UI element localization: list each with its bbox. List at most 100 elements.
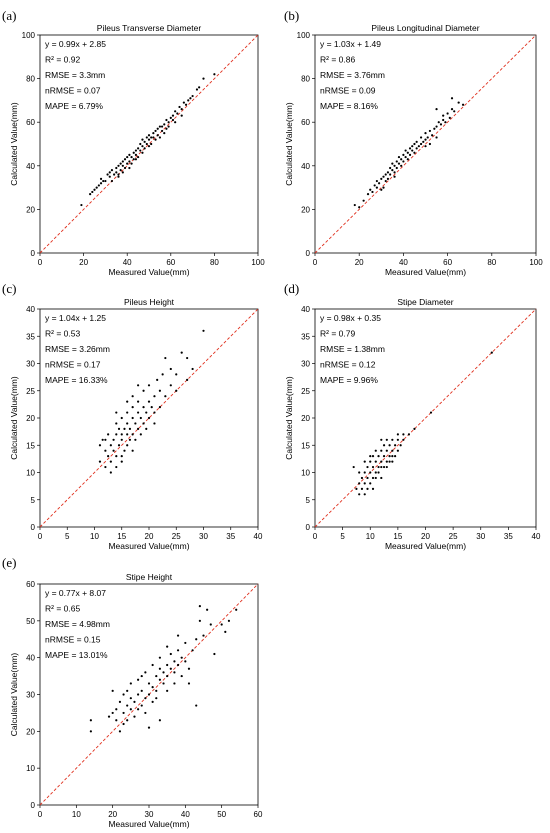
data-point xyxy=(393,164,396,167)
data-point xyxy=(137,693,140,696)
data-point xyxy=(382,455,386,458)
data-point xyxy=(360,487,364,490)
data-point xyxy=(147,726,151,729)
x-axis-label: Measured Value(mm) xyxy=(385,541,466,551)
data-point xyxy=(131,433,134,436)
y-tick-label: 30 xyxy=(26,360,35,369)
data-point xyxy=(129,682,132,685)
data-point xyxy=(397,155,401,159)
x-tick-label: 0 xyxy=(313,532,318,541)
data-point xyxy=(198,619,201,622)
x-tick-label: 30 xyxy=(476,532,485,541)
data-point xyxy=(375,186,378,189)
data-point xyxy=(220,623,223,626)
data-point xyxy=(435,125,438,128)
x-tick-label: 80 xyxy=(210,258,219,267)
data-point xyxy=(358,482,361,485)
data-point xyxy=(358,493,361,496)
data-point xyxy=(369,188,372,191)
x-tick-label: 0 xyxy=(313,258,318,267)
data-point xyxy=(187,667,191,670)
data-point xyxy=(122,722,125,726)
data-point xyxy=(163,123,166,126)
data-point xyxy=(396,438,399,441)
data-point xyxy=(377,471,380,474)
regression-stat: y = 1.04x + 1.25 xyxy=(45,313,106,323)
data-point xyxy=(428,142,432,146)
data-point xyxy=(126,162,129,165)
regression-stat: nRMSE = 0.09 xyxy=(320,86,376,96)
data-point xyxy=(119,162,122,165)
x-tick-label: 80 xyxy=(487,258,496,267)
y-tick-label: 20 xyxy=(26,727,35,736)
data-point xyxy=(137,411,140,414)
data-point xyxy=(109,444,112,447)
regression-stat: y = 0.98x + 0.35 xyxy=(320,313,381,323)
data-point xyxy=(388,455,391,458)
data-point xyxy=(424,138,427,141)
data-point xyxy=(108,171,111,174)
data-point xyxy=(419,136,423,139)
data-point xyxy=(98,444,102,447)
data-point xyxy=(400,164,403,167)
data-point xyxy=(176,663,180,667)
data-point xyxy=(413,427,416,430)
data-point xyxy=(371,476,375,480)
data-point xyxy=(126,433,129,436)
data-point xyxy=(137,708,140,711)
data-point xyxy=(380,476,383,480)
data-point xyxy=(180,114,183,117)
data-point xyxy=(173,660,176,663)
data-point xyxy=(134,149,138,152)
data-point xyxy=(117,175,120,178)
scatter-plot-panel: (a) Pileus Transverse Diameter 0 20 40 60 80 10… xyxy=(2,8,265,277)
data-point xyxy=(123,166,127,170)
y-tick-label: 0 xyxy=(306,249,311,258)
y-tick-label: 40 xyxy=(26,162,35,171)
y-tick-label: 0 xyxy=(31,249,36,258)
data-point xyxy=(128,166,131,170)
data-point xyxy=(202,77,205,80)
data-point xyxy=(147,400,151,403)
data-point xyxy=(126,444,129,447)
data-point xyxy=(406,158,409,161)
data-point xyxy=(101,438,104,441)
data-point xyxy=(166,689,169,692)
plot-frame xyxy=(314,34,537,254)
data-point xyxy=(191,367,194,371)
data-point xyxy=(108,175,111,178)
data-point xyxy=(395,160,398,163)
data-point xyxy=(144,711,147,715)
data-point xyxy=(156,134,159,137)
data-point xyxy=(169,652,172,656)
data-point xyxy=(142,422,145,425)
data-point xyxy=(126,422,129,425)
regression-stat: R² = 0.65 xyxy=(45,604,80,614)
data-point xyxy=(141,138,144,141)
data-point xyxy=(140,674,143,678)
data-point xyxy=(139,416,142,420)
data-point xyxy=(128,160,131,163)
data-point xyxy=(408,147,412,150)
regression-stat: nRMSE = 0.12 xyxy=(320,360,376,370)
x-tick-label: 0 xyxy=(38,810,43,819)
data-point xyxy=(393,175,396,178)
data-point xyxy=(202,634,205,637)
data-point xyxy=(153,422,156,425)
data-point xyxy=(439,123,443,126)
data-point xyxy=(145,142,148,146)
data-point xyxy=(110,179,114,183)
x-tick-label: 20 xyxy=(108,810,117,819)
data-point xyxy=(117,444,121,447)
data-point xyxy=(112,438,115,441)
data-point xyxy=(198,86,201,89)
data-point xyxy=(133,715,136,718)
plot-title: Stipe Diameter xyxy=(397,297,453,307)
y-tick-label: 20 xyxy=(26,414,35,423)
data-point xyxy=(153,411,156,414)
data-point xyxy=(162,682,165,685)
y-tick-label: 5 xyxy=(31,496,36,505)
data-point xyxy=(118,700,122,703)
data-point xyxy=(213,652,216,656)
data-point xyxy=(120,416,123,420)
